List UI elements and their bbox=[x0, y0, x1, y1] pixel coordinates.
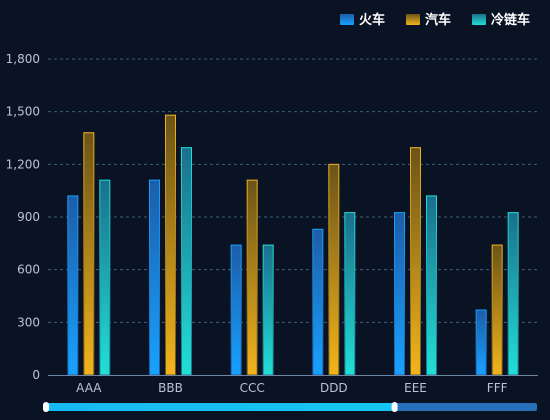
bar[interactable] bbox=[475, 309, 487, 376]
y-tick-label: 1,800 bbox=[6, 52, 40, 66]
zoom-selection[interactable] bbox=[46, 403, 395, 411]
bar-group-bbb bbox=[149, 114, 192, 376]
bar-group-ddd bbox=[312, 163, 356, 376]
bar[interactable] bbox=[149, 179, 160, 376]
x-tick-label: DDD bbox=[320, 381, 348, 395]
bar-series bbox=[67, 114, 519, 376]
legend-item[interactable]: 火车 bbox=[340, 12, 385, 28]
zoom-handle-end[interactable] bbox=[391, 402, 398, 412]
bar[interactable] bbox=[344, 212, 356, 376]
bar[interactable] bbox=[328, 163, 340, 376]
bar[interactable] bbox=[410, 147, 421, 376]
bar[interactable] bbox=[507, 212, 519, 376]
bar[interactable] bbox=[246, 179, 258, 376]
x-tick-label: CCC bbox=[240, 381, 265, 395]
bar[interactable] bbox=[312, 228, 324, 376]
bar[interactable] bbox=[83, 132, 95, 376]
x-tick-label: EEE bbox=[404, 381, 427, 395]
zoom-handle-start[interactable] bbox=[43, 402, 49, 412]
y-gridlines bbox=[48, 58, 538, 323]
x-tick-label: FFF bbox=[487, 381, 508, 395]
bar[interactable] bbox=[99, 179, 111, 376]
bar[interactable] bbox=[426, 195, 437, 376]
bar[interactable] bbox=[491, 244, 503, 376]
bar[interactable] bbox=[262, 244, 274, 376]
y-tick-label: 300 bbox=[17, 315, 40, 329]
x-tick-label: AAA bbox=[76, 381, 102, 395]
bar[interactable] bbox=[230, 244, 242, 376]
legend[interactable]: 火车 汽车 冷链车 bbox=[340, 12, 530, 28]
legend-swatch bbox=[406, 14, 420, 25]
bar-group-eee bbox=[394, 147, 437, 376]
bar[interactable] bbox=[165, 114, 176, 376]
y-tick-label: 1,500 bbox=[6, 105, 40, 119]
x-tick-label: BBB bbox=[158, 381, 183, 395]
legend-label: 冷链车 bbox=[491, 12, 530, 28]
bar-group-aaa bbox=[67, 132, 111, 376]
legend-swatch bbox=[472, 14, 486, 25]
bar[interactable] bbox=[67, 195, 79, 376]
legend-swatch bbox=[340, 14, 354, 25]
bar-group-ccc bbox=[230, 179, 274, 376]
bar[interactable] bbox=[394, 212, 405, 376]
bar-group-fff bbox=[475, 212, 519, 376]
legend-label: 火车 bbox=[359, 12, 385, 28]
y-tick-label: 600 bbox=[17, 263, 40, 277]
y-tick-label: 0 bbox=[32, 368, 40, 382]
legend-label: 汽车 bbox=[425, 12, 451, 28]
y-tick-label: 900 bbox=[17, 210, 40, 224]
y-tick-label: 1,200 bbox=[6, 157, 40, 171]
bar[interactable] bbox=[181, 147, 192, 376]
legend-item[interactable]: 汽车 bbox=[406, 12, 451, 28]
data-zoom-slider[interactable] bbox=[43, 402, 537, 412]
x-axis: AAA BBB CCC DDD EEE FFF bbox=[48, 375, 538, 395]
legend-item[interactable]: 冷链车 bbox=[472, 12, 530, 28]
y-axis: 0 300 600 900 1,200 1,500 1,800 bbox=[6, 52, 40, 382]
